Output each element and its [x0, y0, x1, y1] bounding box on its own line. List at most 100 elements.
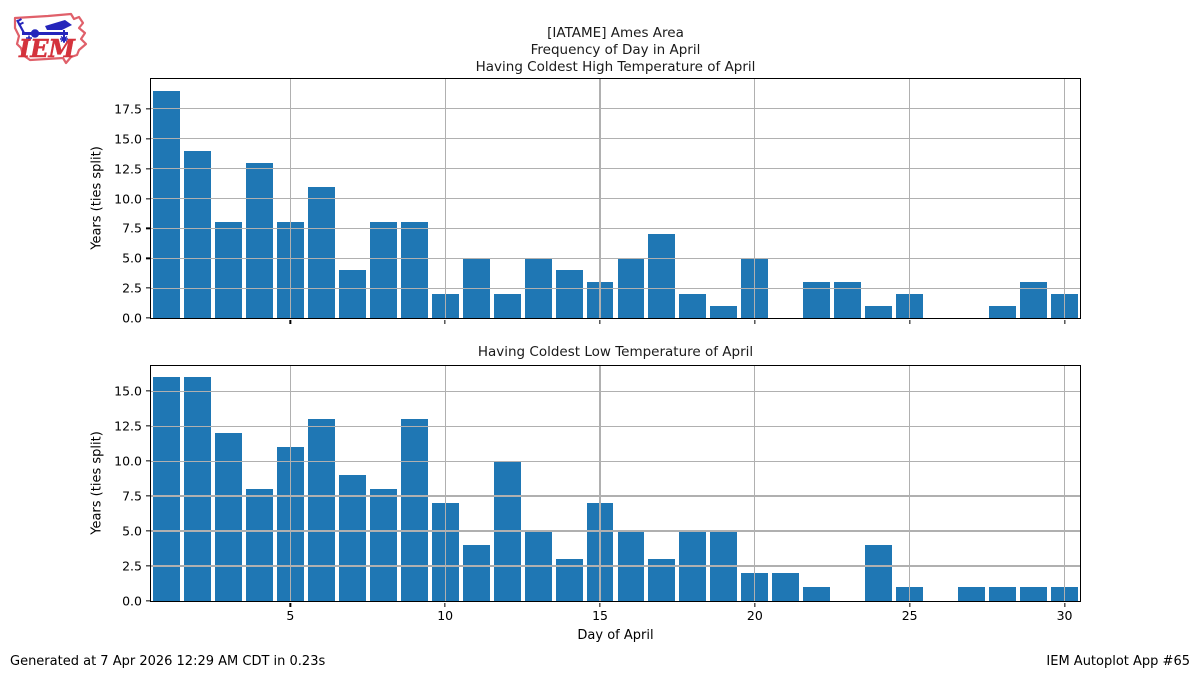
gridline-y-12.5: [151, 425, 1080, 427]
gridline-x-15: [599, 79, 601, 318]
gridline-x-15: [599, 366, 601, 601]
x-tick-20: [754, 602, 756, 607]
x-tick-5: [289, 319, 291, 324]
x-tick-15: [599, 602, 601, 607]
x-tick-label-30: 30: [1056, 608, 1073, 623]
x-tick-label-10: 10: [437, 608, 454, 623]
gridline-x-25: [909, 79, 911, 318]
gridline-y-15: [151, 390, 1080, 392]
x-tick-10: [444, 602, 446, 607]
y-tick-label-7.5: 7.5: [122, 488, 142, 504]
x-tick-30: [1063, 319, 1066, 324]
x-tick-25: [909, 319, 911, 324]
y-tick-label-7.5: 7.5: [122, 220, 142, 236]
bar-day-9: [400, 222, 428, 318]
y-tick-10: [145, 197, 150, 200]
iem-logo: IEM: [13, 12, 88, 65]
title-line-subject: Frequency of Day in April: [530, 42, 701, 58]
x-axis-label: Day of April: [577, 628, 654, 643]
gridline-x-20: [754, 79, 756, 318]
y-tick-label-0: 0.0: [122, 593, 142, 609]
y-tick-0: [145, 317, 150, 319]
bar-day-19: [710, 306, 738, 318]
y-tick-12.5: [145, 167, 150, 170]
chart-coldest-low: 0.0 2.5 5.0 7.5 10.0 12.5 15.0 5 10 15 20 25 30: [114, 365, 1081, 623]
y-tick-7.5: [145, 227, 150, 230]
gridline-x-10: [444, 366, 446, 601]
bar-day-1: [153, 90, 180, 318]
bar-day-28: [989, 306, 1017, 318]
bar-day-1: [153, 377, 180, 601]
gridline-y-5: [151, 257, 1080, 259]
bottom-chart-title: Having Coldest Low Temperature of April: [477, 344, 754, 360]
gridline-x-5: [289, 79, 291, 318]
bar-day-29: [1020, 587, 1048, 601]
bar-day-9: [400, 419, 428, 601]
bar-day-4: [245, 162, 273, 318]
y-tick-5: [145, 530, 150, 532]
y-tick-17.5: [145, 108, 150, 110]
gridline-y-10: [151, 197, 1080, 200]
y-tick-2.5: [145, 565, 150, 567]
y-tick-0: [145, 600, 150, 602]
bar-day-6: [307, 186, 335, 318]
y-tick-15: [145, 390, 150, 392]
bar-day-21: [772, 573, 800, 601]
figure-title: [IATAME] Ames Area Frequency of Day in A…: [150, 25, 1081, 76]
y-tick-label-17.5: 17.5: [114, 101, 142, 117]
x-tick-label-5: 5: [286, 608, 295, 623]
y-tick-2.5: [145, 287, 150, 289]
bar-day-11: [462, 545, 490, 601]
y-tick-label-12.5: 12.5: [114, 418, 142, 434]
gridline-y-5: [151, 530, 1080, 532]
y-tick-label-2.5: 2.5: [122, 558, 142, 574]
x-tick-30: [1063, 602, 1066, 607]
bar-day-2: [183, 377, 211, 601]
bar-day-27: [958, 587, 986, 601]
generated-timestamp: Generated at 7 Apr 2026 12:29 AM CDT in …: [10, 654, 326, 669]
bar-day-24: [865, 545, 893, 601]
y-tick-label-10: 10.0: [114, 453, 142, 469]
x-tick-20: [754, 319, 756, 324]
gridline-x-25: [909, 366, 911, 601]
weather-vane-icon: [16, 18, 72, 43]
chart-coldest-high: 0.0 2.5 5.0 7.5 10.0 12.5 15.0 17.5: [114, 78, 1081, 326]
y-tick-label-5: 5.0: [122, 523, 142, 539]
bar-day-12: [493, 294, 521, 318]
y-tick-label-15: 15.0: [114, 131, 142, 147]
gridline-y-2.5: [151, 287, 1080, 289]
bar-day-17: [648, 234, 676, 318]
y-tick-10: [145, 460, 150, 462]
x-tick-5: [289, 602, 291, 607]
bar-day-6: [307, 419, 335, 601]
y-tick-12.5: [145, 425, 150, 427]
y-tick-label-0: 0.0: [122, 310, 142, 326]
y-tick-label-5: 5.0: [122, 250, 142, 266]
gridline-y-2.5: [151, 565, 1080, 567]
title-line-station: [IATAME] Ames Area: [547, 25, 684, 41]
x-tick-10: [444, 319, 446, 324]
bar-day-8: [369, 222, 397, 318]
gridline-y-17.5: [151, 108, 1080, 110]
x-tick-15: [599, 319, 601, 324]
gridline-x-5: [289, 366, 291, 601]
bar-day-22: [803, 587, 831, 601]
gridline-x-30: [1063, 366, 1066, 601]
y-tick-label-12.5: 12.5: [114, 161, 142, 177]
y-tick-7.5: [145, 495, 150, 497]
bar-day-18: [679, 294, 707, 318]
bar-day-7: [338, 270, 366, 318]
bar-day-7: [338, 475, 366, 601]
bar-day-2: [183, 150, 211, 318]
gridline-y-7.5: [151, 227, 1080, 229]
y-tick-label-2.5: 2.5: [122, 280, 142, 296]
app-credit: IEM Autoplot App #65: [1046, 654, 1190, 669]
bar-day-24: [865, 306, 893, 318]
bar-day-14: [555, 270, 583, 318]
bar-day-8: [369, 489, 397, 601]
title-line-top-chart: Having Coldest High Temperature of April: [475, 59, 756, 75]
y-tick-5: [145, 257, 150, 259]
x-tick-25: [909, 602, 911, 607]
gridline-y-15: [151, 138, 1080, 140]
